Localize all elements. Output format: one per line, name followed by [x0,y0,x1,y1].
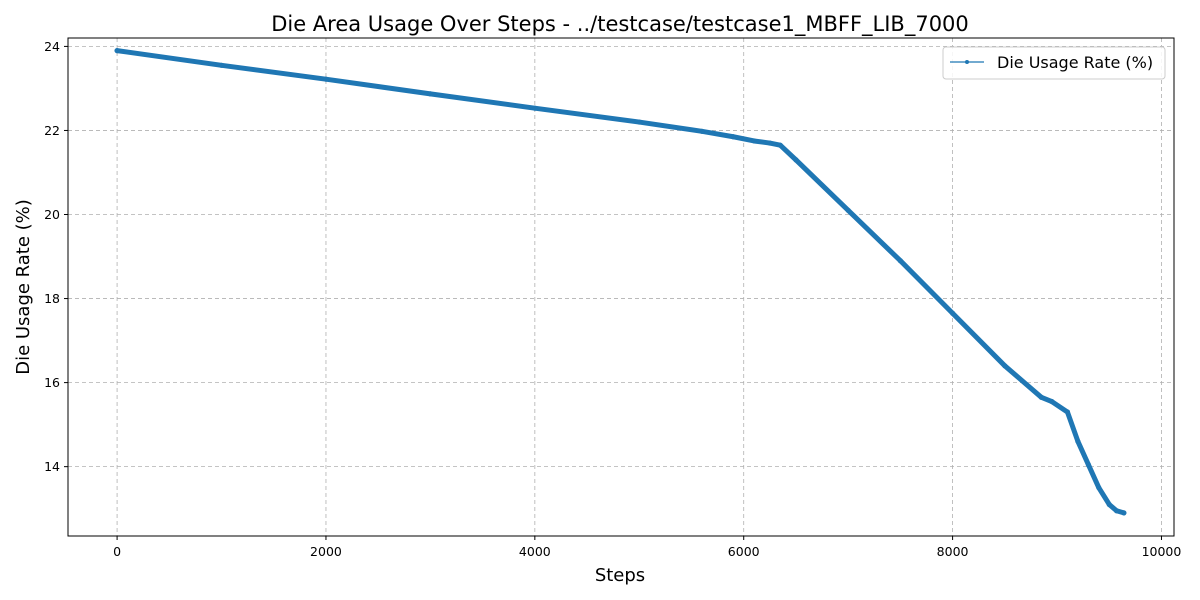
data-point [1085,461,1091,468]
data-point [1038,394,1044,400]
chart-title: Die Area Usage Over Steps - ../testcase/… [271,12,969,37]
data-point [114,48,120,54]
y-tick-label: 20 [44,207,60,222]
data-point [699,128,705,134]
series-line [114,48,1127,516]
x-tick-label: 6000 [728,544,760,559]
legend-marker-swatch [965,60,969,64]
data-point [1049,398,1055,405]
data-point [1075,438,1081,445]
x-tick-label: 4000 [519,544,551,559]
y-tick-label: 24 [44,39,60,54]
data-point [1096,485,1102,491]
data-point [777,142,783,148]
data-point [897,258,903,264]
y-tick-label: 16 [44,375,60,390]
data-point [949,310,956,316]
data-point [1106,501,1112,508]
y-tick-label: 14 [44,459,60,474]
data-point [1064,409,1071,415]
data-point [218,62,225,68]
legend: Die Usage Rate (%) [942,46,1166,80]
data-point [845,207,851,213]
grid [68,38,1174,536]
x-tick-label: 0 [113,544,121,559]
data-point [730,134,736,140]
x-tick-label: 10000 [1142,544,1182,559]
data-point [1113,508,1120,514]
data-point [532,105,538,111]
data-point [427,91,434,97]
data-point [1002,363,1008,369]
y-tick-label: 22 [44,123,60,138]
data-point [636,119,642,125]
x-tick-label: 2000 [310,544,342,559]
x-axis-label: Steps [595,565,645,586]
y-axis: 14 16 18 20 22 24 [44,39,68,474]
data-point [323,76,329,82]
y-axis-label: Die Usage Rate (%) [13,199,34,375]
legend-label: Die Usage Rate (%) [997,53,1153,72]
legend-box [942,46,1166,80]
x-tick-label: 8000 [937,544,969,559]
data-point [751,138,757,144]
data-point [767,140,773,146]
x-axis: 0 2000 4000 6000 8000 10000 [113,536,1181,559]
data-point [793,157,799,163]
plot-frame [67,37,1175,537]
plot-area [114,48,1127,516]
y-tick-label: 18 [44,291,60,306]
data-point [1121,510,1127,516]
